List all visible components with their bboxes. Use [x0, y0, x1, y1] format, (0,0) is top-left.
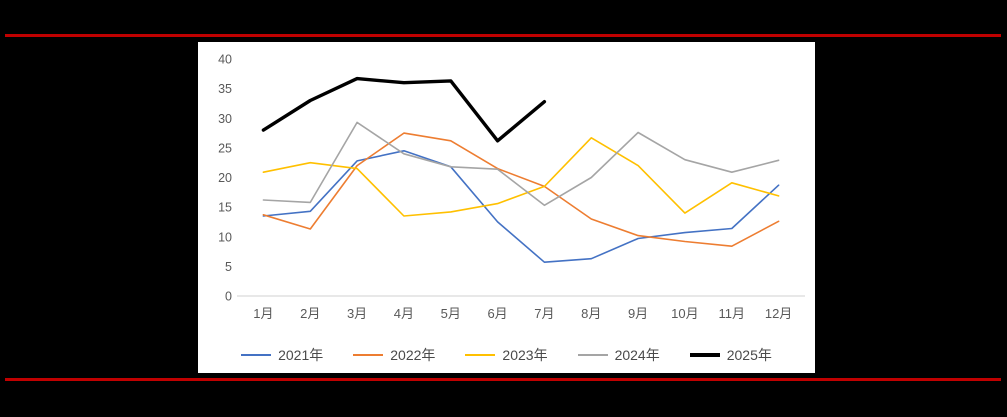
y-tick-label: 25	[218, 141, 232, 155]
legend-label: 2023年	[502, 347, 548, 363]
x-tick-label: 12月	[765, 306, 792, 321]
legend-line-swatch	[577, 354, 608, 356]
chart-legend: 2021年 2022年 2023年 2024年 2025年	[198, 348, 815, 362]
x-tick-label: 8月	[581, 306, 601, 321]
x-tick-label: 7月	[534, 306, 554, 321]
legend-line-swatch	[465, 354, 496, 356]
x-tick-label: 11月	[719, 306, 746, 321]
legend-item-2025年: 2025年	[689, 347, 772, 363]
y-tick-label: 35	[218, 82, 232, 96]
legend-line-swatch	[353, 354, 384, 356]
legend-line-swatch	[689, 353, 720, 357]
series-line-2025年	[261, 76, 547, 143]
x-tick-label: 6月	[487, 306, 507, 321]
x-tick-label: 3月	[347, 306, 367, 321]
series-line-2023年	[262, 137, 780, 217]
x-tick-label: 5月	[441, 306, 461, 321]
series-line-2022年	[262, 132, 780, 247]
x-tick-label: 2月	[300, 306, 320, 321]
series-line-2021年	[262, 150, 780, 263]
x-tick-label: 10月	[671, 306, 698, 321]
legend-line-swatch	[241, 354, 272, 356]
x-tick-label: 4月	[394, 306, 414, 321]
chart-panel: 0 5 10 15 20 25 30 35 40 1月 2月 3月 4月 5月 6月 7月 8月 9月 10月 11月…	[198, 42, 815, 373]
legend-label: 2025年	[726, 347, 772, 363]
y-tick-label: 30	[218, 112, 232, 126]
legend-label: 2024年	[614, 347, 660, 363]
legend-item-2023年: 2023年	[465, 347, 548, 363]
y-tick-label: 15	[218, 201, 232, 215]
legend-label: 2022年	[390, 347, 436, 363]
y-tick-label: 0	[225, 290, 232, 304]
x-tick-label: 9月	[628, 306, 648, 321]
y-tick-label: 40	[218, 53, 232, 67]
x-tick-label: 1月	[253, 306, 273, 321]
legend-label: 2021年	[278, 347, 324, 363]
legend-item-2021年: 2021年	[241, 348, 323, 362]
y-tick-label: 10	[218, 230, 232, 244]
line-chart: 0 5 10 15 20 25 30 35 40 1月 2月 3月 4月 5月 6月 7月 8月 9月 10月 11月…	[218, 53, 805, 321]
legend-item-2024年: 2024年	[577, 347, 660, 363]
y-tick-label: 5	[225, 260, 232, 274]
legend-item-2022年: 2022年	[353, 348, 435, 362]
y-tick-label: 20	[218, 171, 232, 185]
series-line-2024年	[262, 121, 780, 207]
bottom-red-divider	[5, 378, 1001, 381]
top-red-divider	[5, 34, 1001, 37]
